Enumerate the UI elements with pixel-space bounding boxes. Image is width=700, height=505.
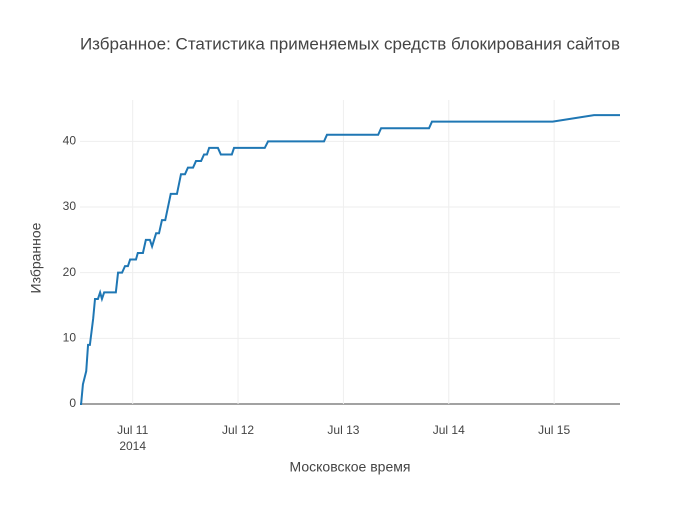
x-tick-label: Jul 15 [538, 423, 570, 437]
y-tick-label: 40 [63, 134, 77, 148]
y-tick-label: 0 [69, 396, 76, 410]
y-tick-label: 10 [63, 331, 77, 345]
chart-title: Избранное: Статистика применяемых средст… [80, 34, 620, 53]
line-series [80, 114, 620, 405]
x-tick-year: 2014 [119, 439, 146, 453]
x-tick-label: Jul 11 [117, 423, 148, 437]
x-axis-label: Московское время [290, 459, 411, 475]
y-tick-label: 20 [63, 265, 77, 279]
x-tick-label: Jul 13 [327, 423, 359, 437]
x-tick-label: Jul 12 [222, 423, 254, 437]
y-axis-label: Избранное [28, 222, 44, 293]
y-tick-label: 30 [63, 199, 77, 213]
x-tick-label: Jul 14 [433, 423, 465, 437]
